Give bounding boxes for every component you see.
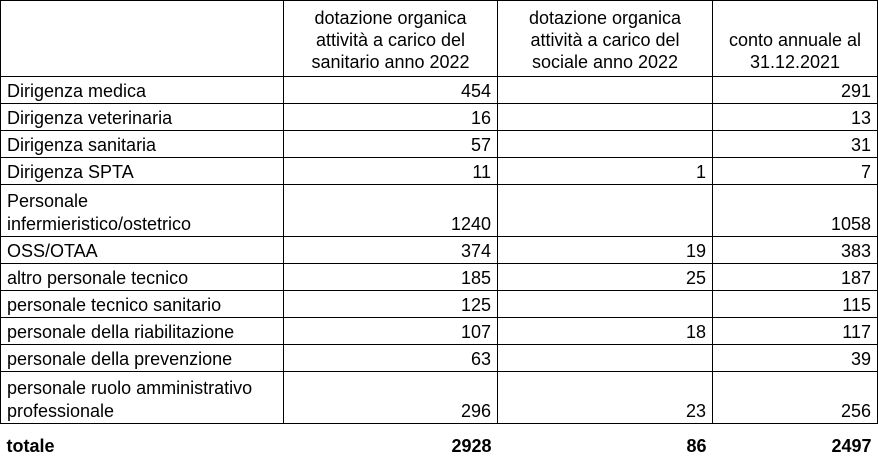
value-cell: 39 [712, 344, 878, 372]
total-value: 2497 [831, 436, 872, 456]
row-label: Dirigenza SPTA [0, 157, 284, 185]
row-label: Dirigenza medica [0, 76, 284, 104]
header-row: dotazione organica attività a carico del… [0, 0, 878, 77]
value-cell: 454 [283, 76, 498, 104]
value-cell [497, 290, 713, 318]
value-cell [497, 76, 713, 104]
table-row: Dirigenza veterinaria 16 13 [0, 103, 878, 131]
value-cell [497, 184, 713, 237]
row-label: Dirigenza veterinaria [0, 103, 284, 131]
row-label: altro personale tecnico [0, 263, 284, 291]
table-row: personale della prevenzione 63 39 [0, 344, 878, 372]
value-cell: 63 [283, 344, 498, 372]
total-label: totale [6, 436, 55, 456]
row-label: OSS/OTAA [0, 236, 284, 264]
value-cell: 383 [712, 236, 878, 264]
value-cell: 1 [497, 157, 713, 185]
value-cell: 256 [712, 371, 878, 424]
table-row: Dirigenza medica 454 291 [0, 76, 878, 104]
row-label: personale ruolo amministrativo professio… [0, 371, 284, 424]
value-cell: 1058 [712, 184, 878, 237]
value-cell: 107 [283, 317, 498, 345]
column-header: dotazione organica attività a carico del… [283, 0, 498, 77]
value-cell: 11 [283, 157, 498, 185]
table-row: personale della riabilitazione 107 18 117 [0, 317, 878, 345]
value-cell [497, 130, 713, 158]
table-body: Dirigenza medica 454 291 Dirigenza veterina… [0, 76, 878, 460]
value-cell [497, 103, 713, 131]
column-header: conto annuale al 31.12.2021 [712, 0, 878, 77]
row-label: Dirigenza sanitaria [0, 130, 284, 158]
total-value: 2928 [451, 436, 492, 456]
row-label: personale della riabilitazione [0, 317, 284, 345]
table-row: altro personale tecnico 185 25 187 [0, 263, 878, 291]
value-cell: 57 [283, 130, 498, 158]
row-label: personale della prevenzione [0, 344, 284, 372]
table-row: Personale infermieristico/ostetrico 1240 1… [0, 184, 878, 237]
table-row: OSS/OTAA 374 19 383 [0, 236, 878, 264]
value-cell: 16 [283, 103, 498, 131]
value-cell: 19 [497, 236, 713, 264]
value-cell: 117 [712, 317, 878, 345]
value-cell: 185 [283, 263, 498, 291]
total-value: 86 [686, 436, 707, 456]
value-cell: 18 [497, 317, 713, 345]
table-row: personale ruolo amministrativo professio… [0, 371, 878, 424]
value-cell: 1240 [283, 184, 498, 237]
column-header: dotazione organica attività a carico del… [497, 0, 713, 77]
total-row: totale 2928 86 2497 [1, 424, 878, 460]
value-cell: 23 [497, 371, 713, 424]
row-label: personale tecnico sanitario [0, 290, 284, 318]
value-cell: 31 [712, 130, 878, 158]
table-row: Dirigenza sanitaria 57 31 [0, 130, 878, 158]
value-cell: 115 [712, 290, 878, 318]
row-label: Personale infermieristico/ostetrico [0, 184, 284, 237]
value-cell [497, 344, 713, 372]
table-row: personale tecnico sanitario 125 115 [0, 290, 878, 318]
value-cell: 13 [712, 103, 878, 131]
value-cell: 187 [712, 263, 878, 291]
value-cell: 125 [283, 290, 498, 318]
value-cell: 25 [497, 263, 713, 291]
value-cell: 7 [712, 157, 878, 185]
value-cell: 296 [283, 371, 498, 424]
value-cell: 374 [283, 236, 498, 264]
header-empty [0, 0, 284, 77]
table-row: Dirigenza SPTA 11 1 7 [0, 157, 878, 185]
value-cell: 291 [712, 76, 878, 104]
